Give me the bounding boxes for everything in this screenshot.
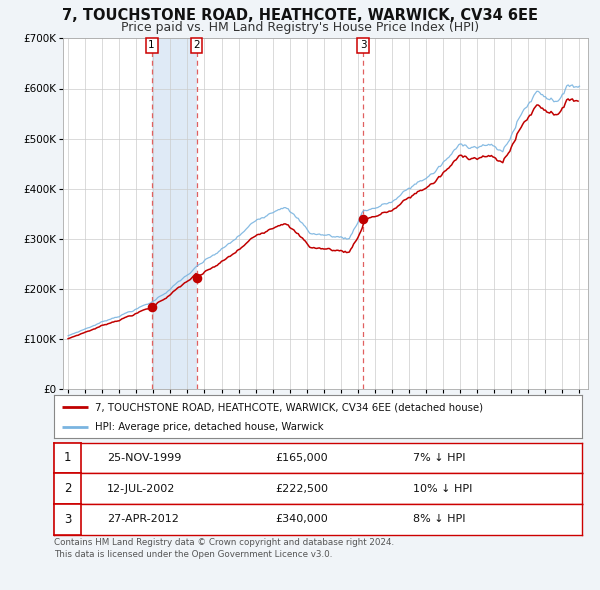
Text: HPI: Average price, detached house, Warwick: HPI: Average price, detached house, Warw… bbox=[95, 422, 324, 432]
Text: 27-APR-2012: 27-APR-2012 bbox=[107, 514, 179, 524]
Text: 3: 3 bbox=[64, 513, 71, 526]
Text: 2: 2 bbox=[193, 40, 200, 50]
Bar bbox=[152, 38, 197, 389]
Text: 7, TOUCHSTONE ROAD, HEATHCOTE, WARWICK, CV34 6EE (detached house): 7, TOUCHSTONE ROAD, HEATHCOTE, WARWICK, … bbox=[95, 402, 484, 412]
Point bbox=[359, 214, 368, 224]
Text: 3: 3 bbox=[360, 40, 367, 50]
Text: 1: 1 bbox=[64, 451, 71, 464]
Text: £340,000: £340,000 bbox=[276, 514, 329, 524]
Text: £222,500: £222,500 bbox=[276, 484, 329, 493]
Text: 7, TOUCHSTONE ROAD, HEATHCOTE, WARWICK, CV34 6EE: 7, TOUCHSTONE ROAD, HEATHCOTE, WARWICK, … bbox=[62, 8, 538, 23]
Point bbox=[147, 302, 157, 312]
Text: Price paid vs. HM Land Registry's House Price Index (HPI): Price paid vs. HM Land Registry's House … bbox=[121, 21, 479, 34]
Point bbox=[192, 273, 202, 283]
Text: £165,000: £165,000 bbox=[276, 453, 328, 463]
Text: 25-NOV-1999: 25-NOV-1999 bbox=[107, 453, 181, 463]
Text: 12-JUL-2002: 12-JUL-2002 bbox=[107, 484, 175, 493]
Text: Contains HM Land Registry data © Crown copyright and database right 2024.
This d: Contains HM Land Registry data © Crown c… bbox=[54, 538, 394, 559]
Text: 2: 2 bbox=[64, 482, 71, 495]
Text: 7% ↓ HPI: 7% ↓ HPI bbox=[413, 453, 466, 463]
Text: 8% ↓ HPI: 8% ↓ HPI bbox=[413, 514, 466, 524]
Text: 1: 1 bbox=[148, 40, 155, 50]
Text: 10% ↓ HPI: 10% ↓ HPI bbox=[413, 484, 472, 493]
